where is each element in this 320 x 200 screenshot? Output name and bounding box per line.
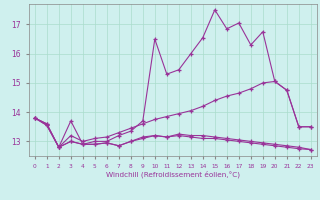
X-axis label: Windchill (Refroidissement éolien,°C): Windchill (Refroidissement éolien,°C) bbox=[106, 170, 240, 178]
